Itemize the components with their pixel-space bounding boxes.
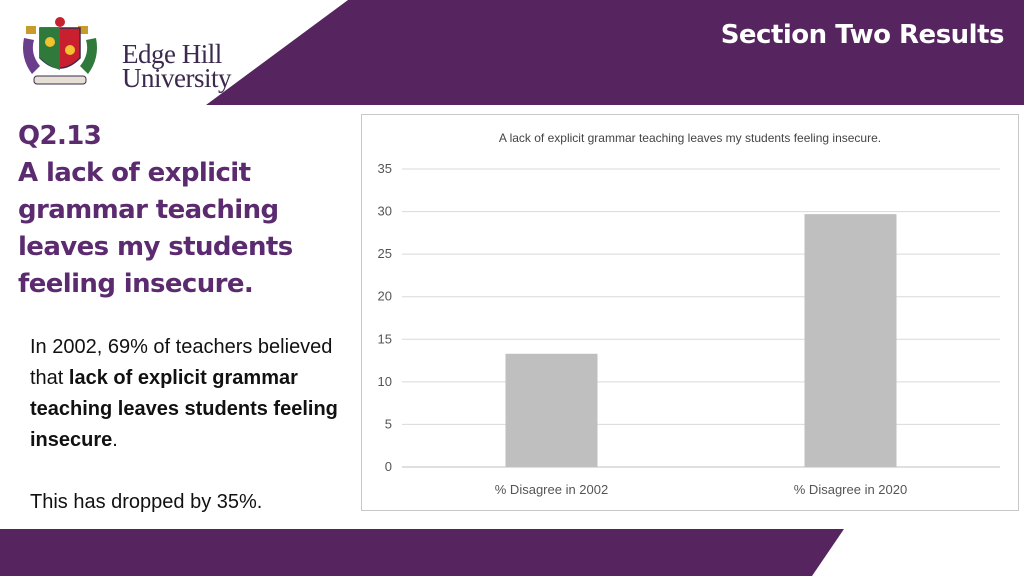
y-tick-label: 30 [378, 204, 392, 219]
y-tick-label: 15 [378, 331, 392, 346]
university-logo[interactable]: Edge Hill University [18, 14, 232, 92]
logo-wordmark: Edge Hill University [122, 39, 232, 93]
chart-canvas: A lack of explicit grammar teaching leav… [378, 131, 1000, 497]
change-paragraph: This has dropped by 35%. [30, 491, 263, 513]
y-tick-label: 25 [378, 246, 392, 261]
question-heading: Q2.13 A lack of explicit grammar teachin… [18, 118, 338, 303]
y-tick-label: 0 [385, 459, 392, 474]
y-tick-label: 20 [378, 289, 392, 304]
x-tick-label: % Disagree in 2020 [794, 482, 907, 497]
footer-band [0, 529, 844, 576]
summary-end: . [112, 429, 118, 451]
logo-line-1: Edge Hill [122, 39, 222, 69]
summary-paragraph: In 2002, 69% of teachers believed that l… [30, 332, 340, 456]
y-tick-label: 35 [378, 161, 392, 176]
bar [505, 353, 598, 467]
university-crest-icon [23, 17, 97, 85]
y-tick-label: 5 [385, 416, 392, 431]
summary-lead: In 2002, 69% of teachers believed that [30, 336, 333, 389]
question-text: A lack of explicit grammar teaching leav… [18, 158, 293, 299]
y-tick-label: 10 [378, 374, 392, 389]
section-title: Section Two Results [720, 20, 1005, 50]
summary-emphasis: lack of explicit grammar teaching leaves… [30, 367, 338, 451]
logo-line-2: University [122, 63, 232, 93]
body-text: In 2002, 69% of teachers believed that l… [30, 332, 340, 518]
bar-chart: A lack of explicit grammar teaching leav… [361, 114, 1019, 511]
header-band [206, 0, 1024, 105]
question-number: Q2.13 [18, 121, 102, 151]
x-tick-label: % Disagree in 2002 [495, 482, 608, 497]
chart-title: A lack of explicit grammar teaching leav… [499, 131, 881, 145]
bar [804, 214, 897, 467]
